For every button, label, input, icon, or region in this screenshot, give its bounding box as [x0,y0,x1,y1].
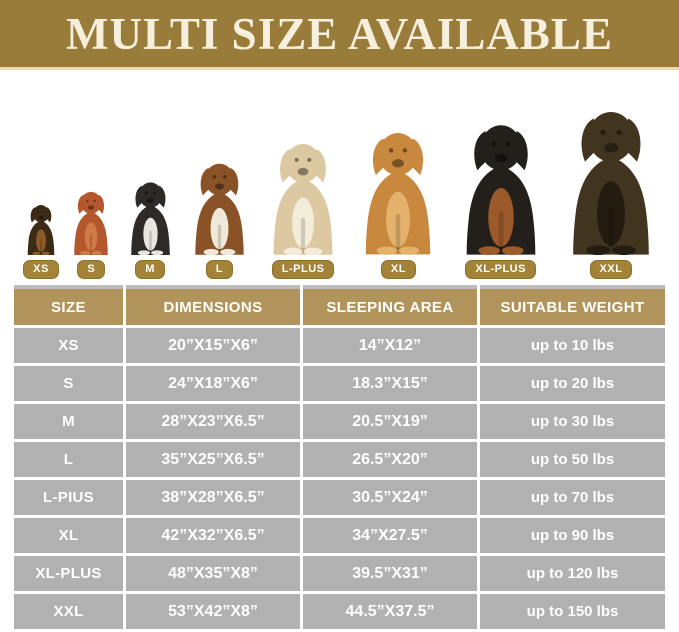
size-badge-m: M [135,260,165,279]
table-cell-dimensions: 38”X28”X6.5” [126,480,300,515]
table-header-size: SIZE [14,285,123,325]
size-badge-xl-plus: XL-PLUS [465,260,536,279]
dog-figure-xxl: XXL [557,103,665,279]
table-cell-size: XL-PLUS [14,556,123,591]
golden-retriever-dog-icon [366,132,431,255]
table-cell-sleeping-area: 14”X12” [303,328,477,363]
table-cell-dimensions: 35”X25”X6.5” [126,442,300,477]
labrador-dog-icon [273,143,333,255]
table-cell-weight: up to 30 lbs [480,404,665,439]
table-cell-sleeping-area: 26.5”X20” [303,442,477,477]
doberman-dog-icon [466,125,535,255]
table-cell-dimensions: 24”X18”X6” [126,366,300,401]
size-badge-l-plus: L-PLUS [271,260,335,279]
table-cell-weight: up to 20 lbs [480,366,665,401]
size-badge-s: S [77,260,106,279]
table-cell-dimensions: 48”X35”X8” [126,556,300,591]
dog-figure-xl-plus: XL-PLUS [452,117,550,279]
table-cell-sleeping-area: 30.5”X24” [303,480,477,515]
table-cell-sleeping-area: 39.5”X31” [303,556,477,591]
table-cell-dimensions: 28”X23”X6.5” [126,404,300,439]
table-cell-dimensions: 20”X15”X6” [126,328,300,363]
table-cell-sleeping-area: 18.3”X15” [303,366,477,401]
poodle-dog-icon [74,191,109,255]
dachshund-dog-icon [27,205,55,255]
table-cell-sleeping-area: 34”X27.5” [303,518,477,553]
table-cell-dimensions: 42”X32”X6.5” [126,518,300,553]
table-cell-size: XL [14,518,123,553]
size-badge-xl: XL [380,260,416,279]
dog-size-lineup: XS S M L L-PLUS XL XL-PLUS XXL [0,70,679,285]
size-badge-xs: XS [23,260,59,279]
table-cell-weight: up to 150 lbs [480,594,665,629]
table-cell-weight: up to 70 lbs [480,480,665,515]
page-title: MULTI SIZE AVAILABLE [66,8,613,59]
dog-figure-l: L [185,158,254,279]
table-cell-weight: up to 90 lbs [480,518,665,553]
size-chart-table: SIZE DIMENSIONS SLEEPING AREA SUITABLE W… [14,285,665,629]
german-shepherd-dog-icon [573,112,649,255]
french-bulldog-dog-icon [130,182,170,255]
table-cell-size: L-PIUS [14,480,123,515]
dog-figure-m: M [123,178,178,279]
table-cell-weight: up to 10 lbs [480,328,665,363]
table-header-dimensions: DIMENSIONS [126,285,300,325]
table-cell-size: S [14,366,123,401]
dog-figure-s: S [67,188,115,279]
table-header-sleeping-area: SLEEPING AREA [303,285,477,325]
size-badge-xxl: XXL [589,260,633,279]
table-cell-size: XXL [14,594,123,629]
beagle-dog-icon [195,163,244,255]
table-cell-size: M [14,404,123,439]
table-cell-sleeping-area: 20.5”X19” [303,404,477,439]
dog-figure-xl: XL [352,125,444,279]
dog-figure-l-plus: L-PLUS [261,137,345,279]
table-cell-sleeping-area: 44.5”X37.5” [303,594,477,629]
table-cell-dimensions: 53”X42”X8” [126,594,300,629]
table-cell-size: XS [14,328,123,363]
dog-figure-xs: XS [22,202,60,279]
banner: MULTI SIZE AVAILABLE [0,0,679,70]
table-cell-weight: up to 50 lbs [480,442,665,477]
table-cell-weight: up to 120 lbs [480,556,665,591]
table-header-suitable-weight: SUITABLE WEIGHT [480,285,665,325]
size-badge-l: L [205,260,233,279]
table-cell-size: L [14,442,123,477]
